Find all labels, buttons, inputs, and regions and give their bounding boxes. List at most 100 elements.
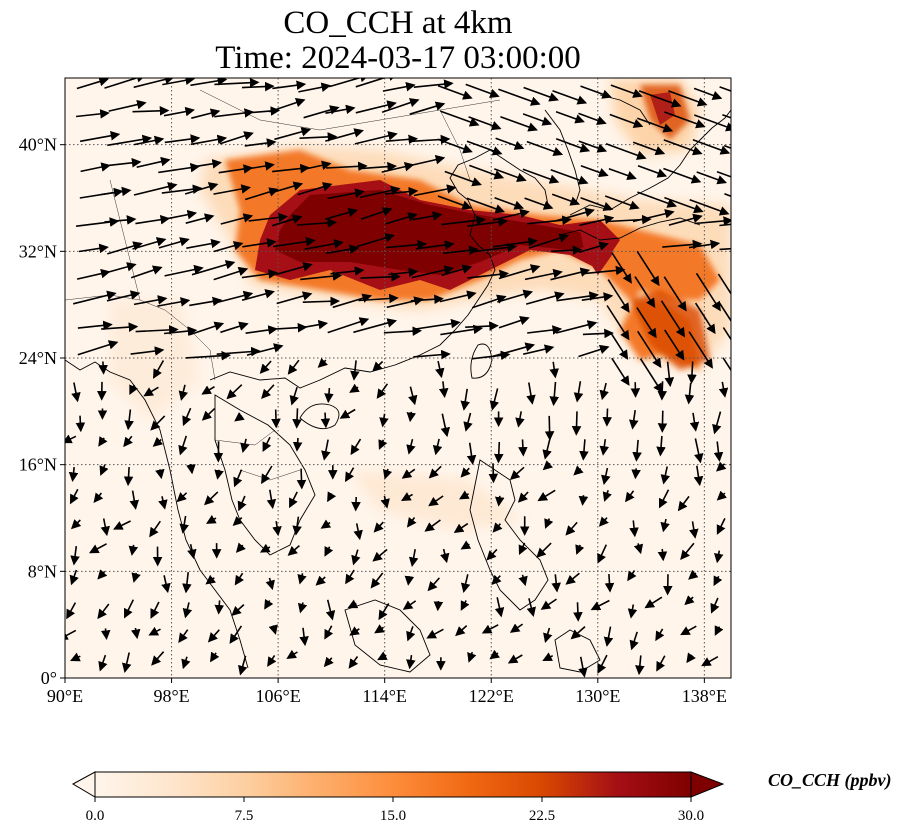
wind-arrow: [213, 266, 249, 281]
wind-arrow: [189, 296, 223, 307]
wind-arrow: [162, 78, 196, 86]
wind-arrow: [98, 436, 108, 447]
wind-arrow: [320, 519, 332, 529]
wind-arrow: [664, 329, 685, 361]
wind-arrow: [524, 268, 563, 281]
wind-arrow: [716, 518, 726, 535]
wind-arrow: [70, 519, 82, 530]
wind-arrow: [330, 266, 365, 276]
wind-arrow: [373, 521, 384, 533]
wind-arrow: [220, 321, 249, 334]
wind-arrow: [327, 491, 337, 503]
wind-arrow: [187, 544, 197, 560]
wind-arrow: [498, 88, 541, 106]
wind-arrow: [267, 654, 277, 667]
wind-arrow: [289, 491, 298, 509]
wind-arrow: [121, 652, 132, 673]
wind-arrow: [668, 90, 708, 107]
wind-arrow: [597, 654, 608, 674]
wind-arrow: [724, 193, 731, 198]
wind-arrow: [185, 213, 215, 224]
wind-arrow: [229, 625, 243, 644]
wind-arrow: [555, 207, 595, 222]
wind-arrow: [143, 386, 159, 397]
wind-arrow: [722, 357, 731, 384]
wind-arrow: [69, 569, 79, 586]
wind-arrow: [500, 115, 538, 132]
wind-arrow: [219, 131, 254, 145]
wind-arrow: [633, 543, 644, 555]
wind-arrow: [687, 361, 697, 385]
lon-tick-label: 90°E: [47, 686, 83, 706]
wind-arrow: [234, 411, 245, 422]
wind-arrow: [232, 515, 243, 526]
wind-arrow: [157, 297, 191, 307]
wind-arrow: [148, 626, 161, 636]
wind-arrow: [191, 108, 221, 119]
wind-arrow: [637, 117, 674, 133]
wind-arrow: [536, 542, 552, 558]
wind-arrow: [130, 627, 141, 640]
wind-arrow: [597, 544, 608, 564]
wind-arrow: [161, 209, 198, 221]
wind-arrow: [355, 78, 399, 88]
wind-arrow: [579, 439, 589, 461]
wind-arrow: [378, 602, 390, 621]
wind-arrow: [657, 410, 668, 433]
wind-arrow: [497, 289, 534, 303]
wind-arrow: [130, 265, 163, 279]
wind-arrow: [235, 542, 246, 553]
wind-arrow: [271, 409, 281, 429]
wind-arrow: [408, 549, 419, 567]
wind-arrow: [494, 197, 525, 210]
wind-arrow: [401, 492, 413, 501]
wind-arrow: [128, 544, 139, 556]
wind-arrow: [350, 438, 362, 456]
wind-arrow: [268, 624, 278, 635]
wind-arrow: [98, 654, 108, 672]
wind-arrow: [637, 165, 668, 178]
wind-arrow: [324, 625, 334, 640]
wind-arrow: [656, 435, 666, 457]
wind-arrow: [471, 242, 517, 253]
wind-arrow: [124, 409, 134, 431]
wind-arrow: [348, 656, 359, 669]
wind-arrow: [492, 208, 530, 221]
wind-arrow: [241, 269, 279, 279]
wind-arrow: [287, 359, 300, 375]
wind-arrow: [104, 78, 147, 89]
wind-arrow: [269, 181, 304, 194]
wind-arrow: [466, 197, 506, 214]
wind-arrow: [266, 489, 277, 510]
colorbar: 0.0 7.5 15.0 22.5 30.0: [71, 771, 725, 824]
wind-arrow: [609, 113, 644, 128]
wind-arrow: [108, 99, 147, 112]
wind-arrow: [204, 491, 219, 506]
wind-arrow: [580, 197, 614, 211]
wind-arrow: [527, 325, 563, 335]
wind-arrow: [518, 542, 528, 556]
wind-arrow: [412, 211, 443, 221]
wind-arrow: [265, 577, 275, 591]
wind-arrow: [663, 167, 702, 184]
wind-arrow: [555, 110, 585, 124]
wind-arrow: [551, 193, 581, 206]
wind-arrow: [70, 652, 81, 662]
wind-arrow: [605, 143, 647, 160]
wind-arrow: [259, 543, 271, 553]
wind-arrow: [556, 291, 599, 302]
wind-arrow: [580, 164, 609, 178]
wind-arrow: [241, 81, 275, 92]
wind-arrow: [302, 296, 340, 307]
wind-arrow: [324, 207, 359, 220]
wind-arrow: [388, 267, 419, 278]
wind-arrow: [415, 240, 455, 250]
wind-arrow: [625, 490, 635, 503]
wind-arrow: [359, 185, 401, 199]
wind-arrow: [716, 490, 728, 501]
wind-arrow: [402, 600, 417, 610]
wind-arrow: [151, 651, 165, 666]
wind-arrow: [231, 604, 245, 616]
wind-arrow: [79, 131, 121, 143]
